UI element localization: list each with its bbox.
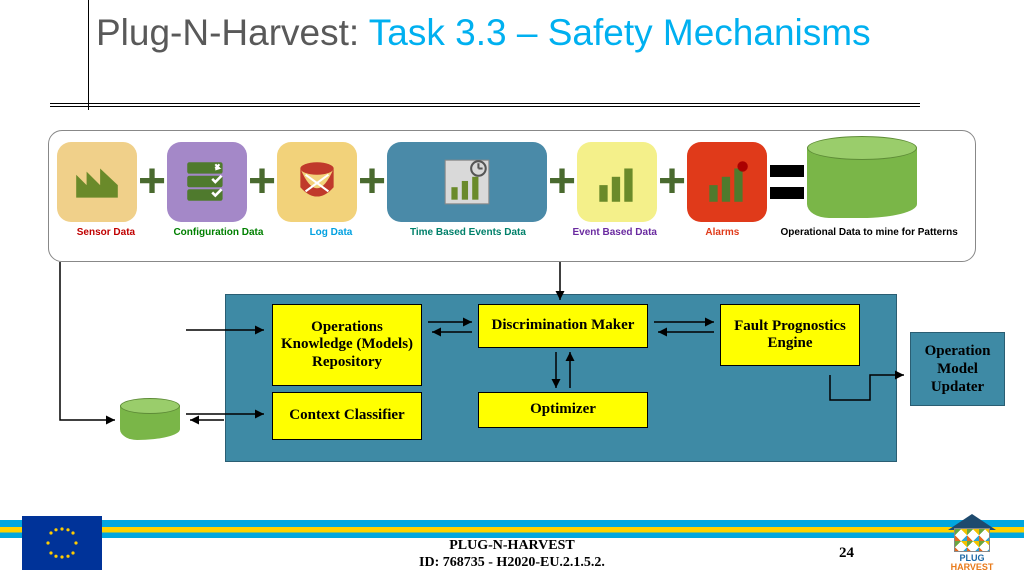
module-disc: Discrimination Maker xyxy=(478,304,648,348)
label-time: Time Based Events Data xyxy=(380,227,556,238)
title-highlight: Task 3.3 – Safety Mechanisms xyxy=(369,12,871,53)
plus-icon: + xyxy=(547,158,577,206)
plus-icon: + xyxy=(357,158,387,206)
module-side: Operation Model Updater xyxy=(910,332,1005,406)
decor-hline xyxy=(50,106,920,107)
page-title: Plug-N-Harvest: Task 3.3 – Safety Mechan… xyxy=(96,12,984,55)
label-sensor: Sensor Data xyxy=(57,227,155,238)
connector-arrows xyxy=(0,0,1024,576)
decor-vertical-line xyxy=(88,0,89,110)
plus-icon: + xyxy=(137,158,167,206)
footer-line2: ID: 768735 - H2020-EU.2.1.5.2. xyxy=(419,555,605,570)
plus-icon: + xyxy=(247,158,277,206)
module-ops: Operations Knowledge (Models) Repository xyxy=(272,304,422,386)
page-number: 24 xyxy=(839,545,854,562)
label-config: Configuration Data xyxy=(155,227,282,238)
equals-icon xyxy=(767,165,807,199)
cylinder-small-icon xyxy=(120,398,180,442)
decor-hline xyxy=(50,103,920,104)
cylinder-icon xyxy=(807,136,917,228)
label-result: Operational Data to mine for Patterns xyxy=(771,227,967,238)
tile-alarms xyxy=(687,142,767,222)
plug-harvest-logo: PLUG HARVEST xyxy=(938,514,1006,572)
label-log: Log Data xyxy=(282,227,380,238)
tile-event xyxy=(577,142,657,222)
equation-labels: Sensor DataConfiguration DataLog DataTim… xyxy=(49,227,975,238)
module-ctx: Context Classifier xyxy=(272,392,422,440)
tile-config xyxy=(167,142,247,222)
label-event: Event Based Data xyxy=(556,227,673,238)
footer-text: PLUG-N-HARVEST ID: 768735 - H2020-EU.2.1… xyxy=(0,538,1024,572)
tile-time xyxy=(387,142,547,222)
module-opt: Optimizer xyxy=(478,392,648,428)
footer-line1: PLUG-N-HARVEST xyxy=(449,538,575,553)
label-alarms: Alarms xyxy=(673,227,771,238)
title-prefix: Plug-N-Harvest: xyxy=(96,12,369,53)
tile-log xyxy=(277,142,357,222)
equation-row: + + + + + xyxy=(49,131,975,227)
plus-icon: + xyxy=(657,158,687,206)
data-equation-panel: + + + + + Sensor DataConfiguration DataLog … xyxy=(48,130,976,262)
footer-stripe xyxy=(0,520,1024,538)
module-fault: Fault Prognostics Engine xyxy=(720,304,860,366)
tile-sensor xyxy=(57,142,137,222)
